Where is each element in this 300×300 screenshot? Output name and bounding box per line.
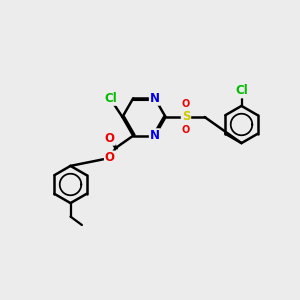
Text: O: O xyxy=(105,132,115,145)
Text: O: O xyxy=(105,152,115,164)
Text: Cl: Cl xyxy=(235,84,248,98)
Text: S: S xyxy=(182,110,190,124)
Text: O: O xyxy=(182,99,190,110)
Text: N: N xyxy=(150,129,160,142)
Text: Cl: Cl xyxy=(105,92,117,105)
Text: N: N xyxy=(150,92,160,105)
Text: O: O xyxy=(182,124,190,135)
